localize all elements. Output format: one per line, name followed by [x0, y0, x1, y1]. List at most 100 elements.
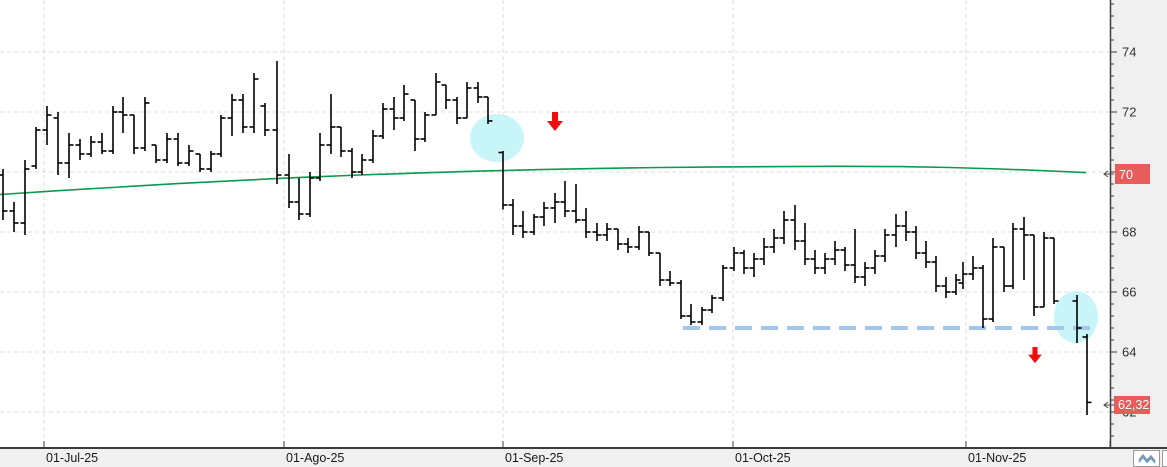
ohlc-bar[interactable] — [665, 271, 675, 286]
ohlc-bar[interactable] — [9, 202, 19, 232]
ohlc-bar[interactable] — [108, 106, 118, 154]
ohlc-bar[interactable] — [368, 130, 378, 163]
ohlc-bar[interactable] — [676, 280, 686, 319]
ohlc-bar[interactable] — [951, 274, 961, 295]
ohlc-bar[interactable] — [86, 136, 96, 157]
chart-style-button[interactable] — [1133, 450, 1160, 467]
ohlc-bar[interactable] — [184, 145, 194, 166]
ohlc-bar[interactable] — [830, 241, 840, 265]
ohlc-bar[interactable] — [249, 73, 259, 133]
ohlc-bar[interactable] — [686, 304, 696, 325]
ohlc-bar[interactable] — [31, 127, 41, 169]
ohlc-bar[interactable] — [129, 114, 139, 154]
ohlc-bar[interactable] — [921, 241, 931, 268]
ohlc-bar[interactable] — [75, 139, 85, 160]
ohlc-bar[interactable] — [988, 238, 998, 322]
ohlc-bar[interactable] — [53, 112, 63, 175]
ohlc-bar[interactable] — [560, 181, 570, 217]
ohlc-bar[interactable] — [64, 133, 74, 178]
ohlc-bar[interactable] — [42, 106, 52, 145]
clipped-edge-button[interactable] — [1162, 450, 1167, 467]
ohlc-bar[interactable] — [294, 178, 304, 220]
ohlc-bar[interactable] — [284, 154, 294, 208]
ohlc-bar[interactable] — [97, 133, 107, 154]
ohlc-bar[interactable] — [901, 211, 911, 241]
ohlc-bar[interactable] — [140, 97, 150, 151]
ohlc-bar[interactable] — [850, 229, 860, 283]
ohlc-bar[interactable] — [162, 133, 172, 163]
ohlc-bar[interactable] — [305, 172, 315, 217]
ohlc-bar[interactable] — [315, 133, 325, 181]
ohlc-bar[interactable] — [518, 211, 528, 238]
ohlc-bar[interactable] — [473, 82, 483, 103]
ohlc-bar[interactable] — [1019, 217, 1029, 280]
ohlc-bar[interactable] — [581, 208, 591, 238]
ohlc-bar[interactable] — [441, 84, 451, 109]
ohlc-bar[interactable] — [729, 247, 739, 271]
ohlc-bar[interactable] — [968, 256, 978, 280]
ohlc-bar[interactable] — [206, 151, 216, 172]
ohlc-bar[interactable] — [1072, 295, 1082, 343]
ohlc-bar[interactable] — [759, 238, 769, 265]
ohlc-bar[interactable] — [508, 199, 518, 235]
ohlc-bar[interactable] — [623, 238, 633, 253]
ohlc-bar[interactable] — [483, 96, 493, 124]
ohlc-bar[interactable] — [860, 262, 870, 286]
ohlc-bar[interactable] — [840, 247, 850, 271]
ohlc-bar[interactable] — [1039, 232, 1049, 308]
ohlc-bar[interactable] — [978, 265, 988, 328]
ohlc-bar[interactable] — [870, 250, 880, 274]
ohlc-bar[interactable] — [1082, 334, 1092, 415]
ohlc-bar[interactable] — [1029, 234, 1039, 316]
ohlc-bar[interactable] — [820, 253, 830, 274]
ohlc-bar[interactable] — [613, 228, 623, 250]
ohlc-bar[interactable] — [431, 73, 441, 116]
ohlc-bar[interactable] — [118, 97, 128, 133]
ohlc-bar[interactable] — [779, 211, 789, 244]
ohlc-bar[interactable] — [958, 262, 968, 289]
ohlc-bar[interactable] — [718, 265, 728, 301]
ohlc-bar[interactable] — [238, 94, 248, 133]
ohlc-bar[interactable] — [810, 250, 820, 274]
ohlc-bar[interactable] — [420, 112, 430, 142]
moving-average-line[interactable] — [0, 165, 1087, 196]
ohlc-bar[interactable] — [347, 148, 357, 178]
ohlc-bar[interactable] — [739, 250, 749, 274]
ohlc-bar[interactable] — [195, 153, 205, 172]
ohlc-bar[interactable] — [571, 184, 581, 223]
ohlc-bar[interactable] — [602, 223, 612, 241]
price-chart-canvas[interactable]: 747270686664627062,32 — [0, 0, 1167, 447]
ohlc-bar[interactable] — [880, 229, 890, 262]
ohlc-bar[interactable] — [891, 214, 901, 247]
ohlc-bar[interactable] — [911, 226, 921, 259]
ohlc-bar[interactable] — [769, 229, 779, 253]
ohlc-bar[interactable] — [800, 223, 810, 265]
ohlc-bar[interactable] — [1008, 223, 1018, 289]
ohlc-bar[interactable] — [462, 82, 472, 119]
ohlc-bar[interactable] — [452, 97, 462, 124]
ohlc-bar[interactable] — [550, 193, 560, 223]
ohlc-bar[interactable] — [216, 115, 226, 157]
ohlc-bar[interactable] — [1049, 237, 1059, 304]
ohlc-bar[interactable] — [539, 202, 549, 226]
ohlc-bar[interactable] — [357, 154, 367, 175]
ohlc-bar[interactable] — [697, 307, 707, 325]
ohlc-bar[interactable] — [634, 226, 644, 250]
ohlc-bar[interactable] — [644, 231, 654, 256]
ohlc-bar[interactable] — [227, 94, 237, 136]
ohlc-bar[interactable] — [498, 151, 508, 210]
ohlc-bar[interactable] — [790, 205, 800, 250]
ohlc-bar[interactable] — [272, 61, 282, 184]
ohlc-bar[interactable] — [529, 214, 539, 235]
ohlc-bar[interactable] — [749, 253, 759, 277]
ohlc-bar[interactable] — [931, 256, 941, 292]
ohlc-bar[interactable] — [399, 85, 409, 121]
ohlc-bar[interactable] — [326, 94, 336, 154]
ohlc-bar[interactable] — [260, 103, 270, 136]
ohlc-bar[interactable] — [707, 295, 717, 313]
ohlc-bar[interactable] — [378, 103, 388, 139]
ohlc-bar[interactable] — [173, 133, 183, 166]
ohlc-bar[interactable] — [592, 223, 602, 241]
ohlc-bar[interactable] — [999, 246, 1009, 292]
ohlc-bar[interactable] — [20, 160, 30, 235]
